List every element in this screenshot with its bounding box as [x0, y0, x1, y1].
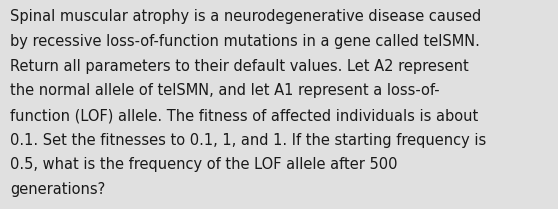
Text: generations?: generations? — [10, 182, 105, 197]
Text: the normal allele of telSMN, and let A1 represent a loss-of-: the normal allele of telSMN, and let A1 … — [10, 83, 440, 98]
Text: Spinal muscular atrophy is a neurodegenerative disease caused: Spinal muscular atrophy is a neurodegene… — [10, 9, 482, 24]
Text: by recessive loss-of-function mutations in a gene called telSMN.: by recessive loss-of-function mutations … — [10, 34, 480, 49]
Text: function (LOF) allele. The fitness of affected individuals is about: function (LOF) allele. The fitness of af… — [10, 108, 478, 123]
Text: 0.5, what is the frequency of the LOF allele after 500: 0.5, what is the frequency of the LOF al… — [10, 157, 397, 172]
Text: Return all parameters to their default values. Let A2 represent: Return all parameters to their default v… — [10, 59, 469, 74]
Text: 0.1. Set the fitnesses to 0.1, 1, and 1. If the starting frequency is: 0.1. Set the fitnesses to 0.1, 1, and 1.… — [10, 133, 486, 148]
